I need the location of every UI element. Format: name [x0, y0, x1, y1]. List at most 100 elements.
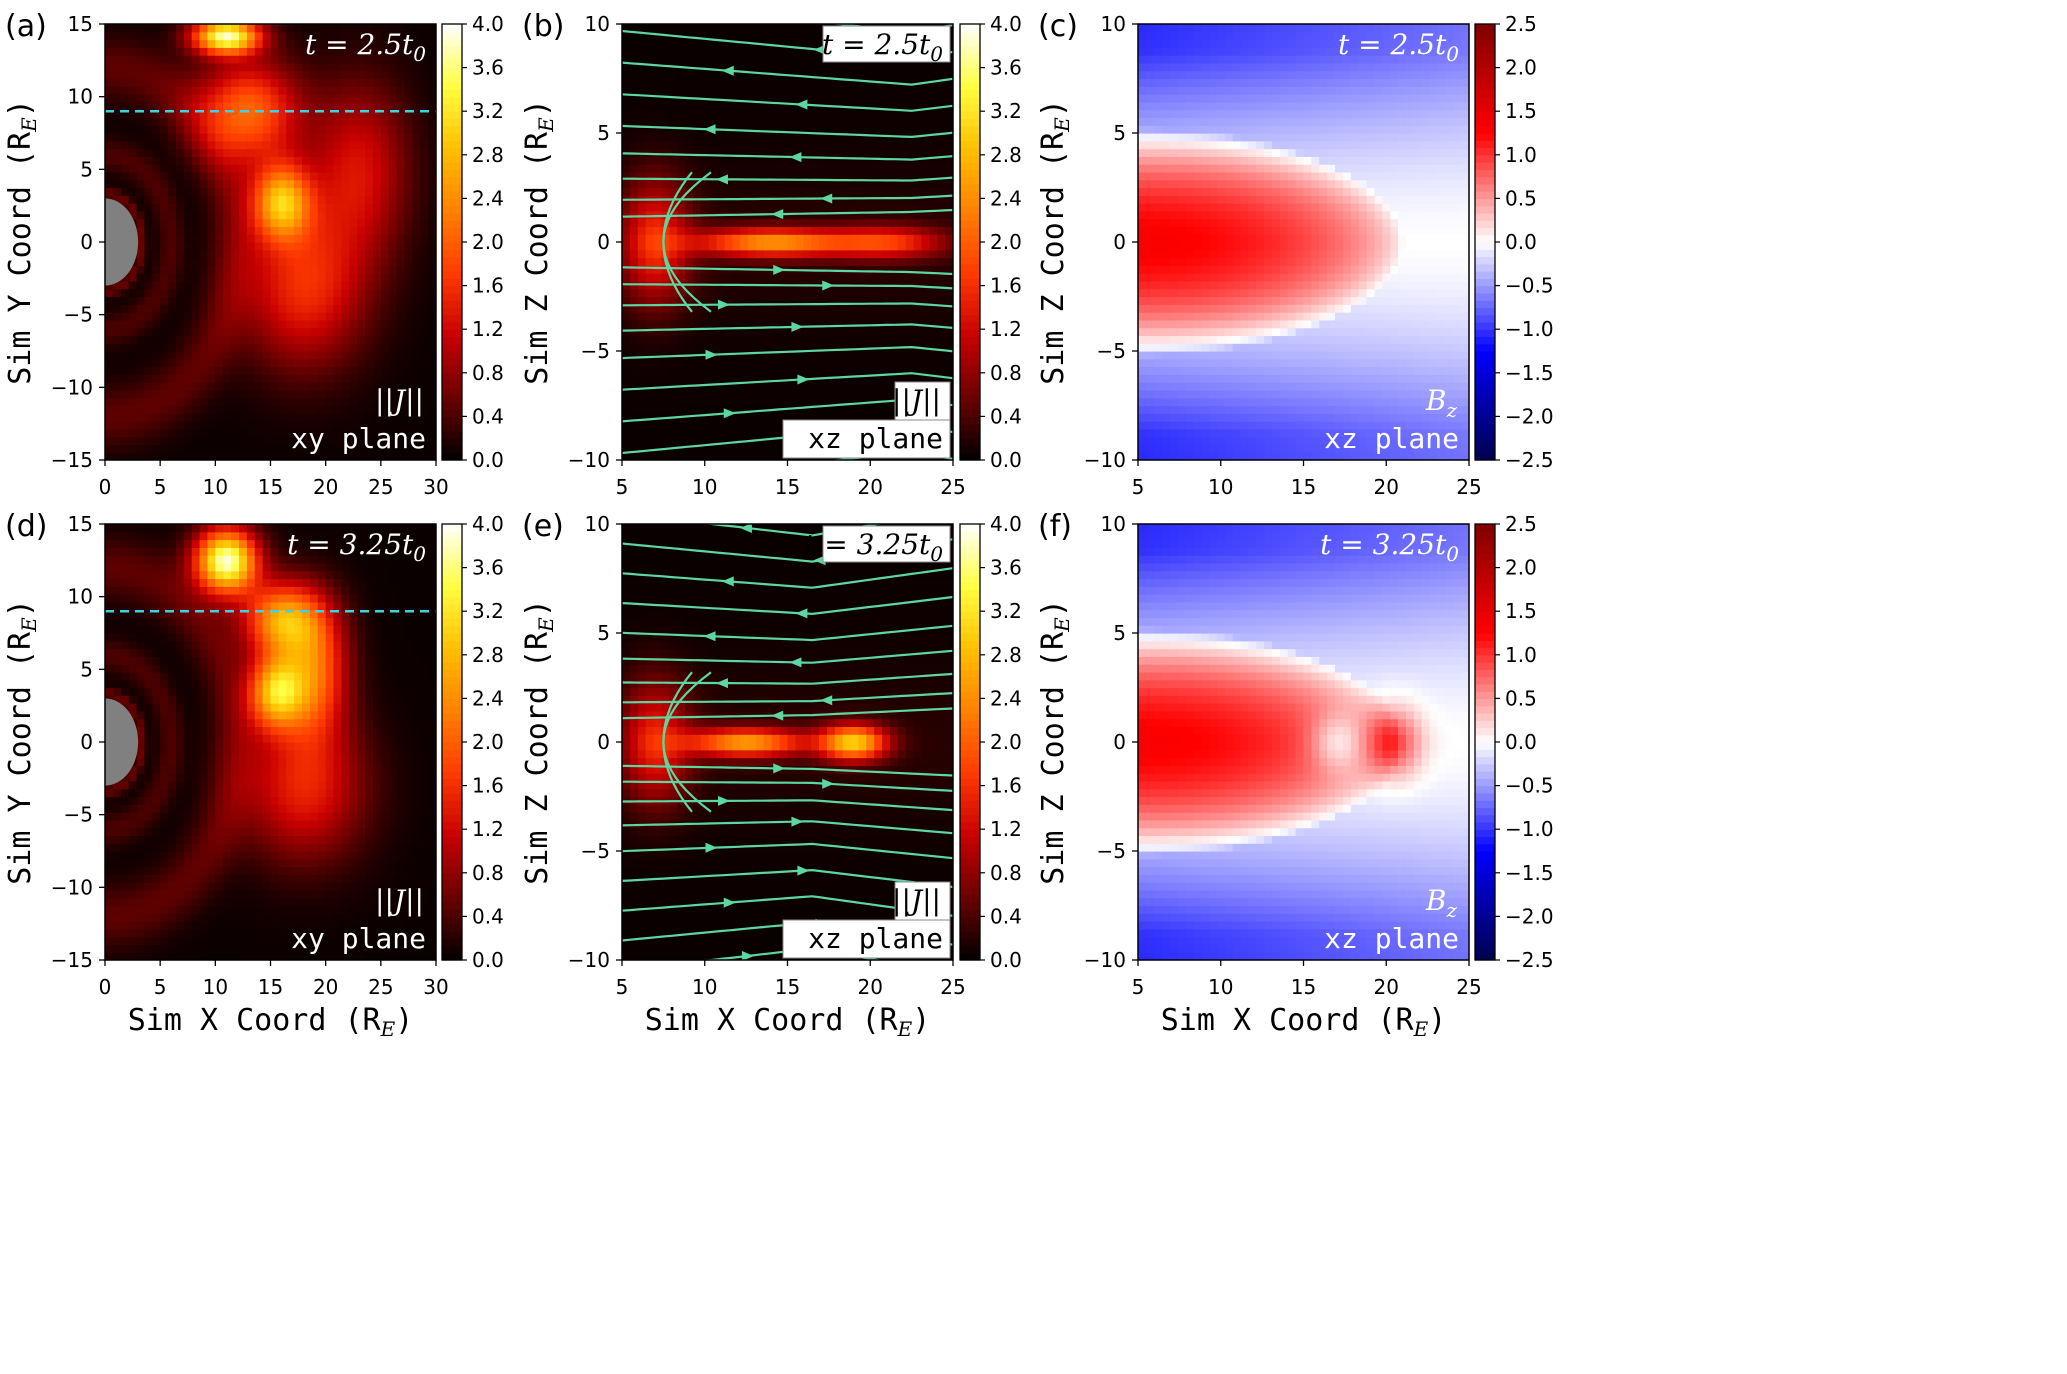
heatmap-cell [905, 366, 915, 375]
heatmap-cell [716, 86, 726, 95]
heatmap-cell [677, 428, 686, 438]
heatmap-cell [246, 366, 256, 375]
heatmap-cell [858, 94, 867, 103]
heatmap-cell [120, 382, 130, 391]
heatmap-cell [428, 413, 436, 422]
heatmap-cell [795, 179, 804, 189]
heatmap-cell [929, 125, 938, 134]
heatmap-cell [136, 101, 146, 111]
heatmap-cell [199, 366, 209, 375]
heatmap-cell [428, 195, 436, 204]
heatmap-cell [708, 413, 718, 422]
heatmap-cell [238, 94, 248, 103]
heatmap-cell [341, 421, 350, 430]
heatmap-cell [262, 421, 272, 430]
heatmap-cell [755, 86, 765, 95]
colorbar-segment [960, 249, 980, 258]
heatmap-cell [309, 117, 319, 126]
heatmap-cell [669, 218, 678, 228]
heatmap-cell [349, 39, 358, 48]
heatmap-cell [842, 312, 852, 321]
heatmap-cell [740, 358, 749, 368]
heatmap-cell [199, 273, 209, 282]
heatmap-cell [929, 234, 938, 243]
heatmap-cell [231, 195, 240, 204]
colorbar-tick-label: 0.0 [990, 448, 1022, 472]
heatmap-cell [692, 156, 702, 165]
heatmap-cell [372, 39, 382, 48]
heatmap-cell [811, 312, 820, 321]
heatmap-cell [231, 405, 240, 414]
heatmap-cell [175, 273, 185, 282]
heatmap-cell [175, 39, 185, 48]
heatmap-cell [317, 187, 327, 196]
heatmap-cell [152, 382, 161, 391]
heatmap-cell [622, 405, 631, 414]
heatmap-cell [669, 164, 678, 173]
heatmap-cell [112, 351, 122, 360]
heatmap-cell [231, 358, 240, 368]
heatmap-cell [913, 156, 923, 165]
heatmap-cell [740, 452, 749, 460]
heatmap-cell [622, 327, 631, 337]
heatmap-cell [428, 226, 436, 235]
heatmap-cell [286, 444, 295, 453]
heatmap-cell [889, 164, 899, 173]
heatmap-cell [191, 397, 201, 407]
heatmap-cell [357, 288, 366, 298]
heatmap-cell [112, 335, 122, 344]
heatmap-cell [826, 171, 836, 181]
heatmap-cell [183, 296, 193, 305]
heatmap-cell [112, 94, 122, 103]
heatmap-cell [372, 444, 382, 453]
heatmap-cell [826, 133, 836, 142]
colorbar-segment [960, 285, 980, 294]
heatmap-cell [795, 382, 804, 391]
heatmap-cell [207, 351, 216, 360]
heatmap-cell [929, 312, 938, 321]
heatmap-cell [191, 319, 201, 329]
heatmap-cell [724, 24, 733, 33]
heatmap-cell [622, 24, 631, 33]
heatmap-cell [811, 203, 820, 212]
heatmap-cell [763, 257, 773, 266]
heatmap-cell [732, 288, 741, 298]
heatmap-cell [779, 389, 789, 399]
heatmap-cell [278, 405, 287, 414]
heatmap-cell [842, 203, 852, 212]
colorbar-tick-label: 1.6 [472, 274, 504, 298]
heatmap-cell [866, 78, 875, 87]
heatmap-cell [795, 140, 804, 150]
heatmap-cell [128, 405, 138, 414]
colorbar-segment [442, 438, 462, 447]
heatmap-cell [692, 226, 702, 235]
heatmap-cell [404, 117, 413, 126]
heatmap-cell [732, 273, 741, 282]
heatmap-cell [120, 140, 130, 150]
heatmap-cell [191, 164, 201, 173]
heatmap-cell [294, 436, 303, 446]
heatmap-cell [286, 55, 295, 64]
heatmap-cell [771, 55, 781, 64]
heatmap-cell [317, 436, 327, 446]
heatmap-cell [755, 374, 765, 383]
heatmap-cell [622, 171, 631, 181]
heatmap-cell [819, 187, 828, 196]
heatmap-cell [270, 296, 279, 305]
heatmap-cell [396, 218, 406, 228]
heatmap-cell [811, 86, 820, 95]
heatmap-cell [653, 242, 663, 251]
heatmap-cell [740, 164, 749, 173]
heatmap-cell [207, 171, 216, 181]
heatmap-cell [333, 288, 343, 298]
heatmap-cell [325, 265, 335, 274]
heatmap-cell [645, 249, 655, 259]
heatmap-cell [270, 55, 279, 64]
heatmap-cell [763, 304, 773, 313]
heatmap-cell [120, 171, 130, 181]
heatmap-cell [238, 288, 248, 298]
heatmap-cell [795, 242, 804, 251]
heatmap-cell [708, 304, 718, 313]
heatmap-cell [819, 366, 828, 375]
heatmap-cell [136, 351, 146, 360]
